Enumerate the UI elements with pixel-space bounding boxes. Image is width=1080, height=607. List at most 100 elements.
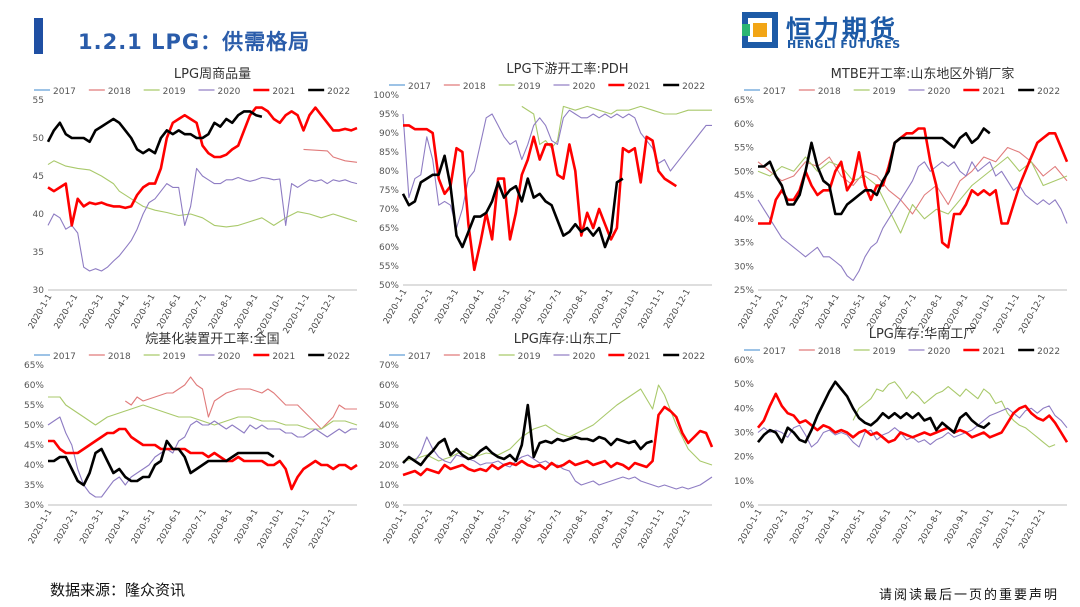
y-tick-label: 10%	[379, 481, 399, 491]
y-tick-label: 30%	[734, 429, 754, 439]
series-line-2022	[48, 439, 275, 487]
y-tick-label: 85%	[379, 148, 399, 158]
x-tick-label: 2020-6-1	[865, 508, 893, 546]
legend-label-2020: 2020	[573, 82, 596, 92]
y-tick-label: 90%	[379, 129, 399, 139]
series-line-2021	[47, 106, 358, 227]
y-tick-label: 60%	[734, 356, 754, 366]
legend-label-2018: 2018	[463, 82, 486, 92]
y-tick-label: 55%	[734, 144, 754, 154]
series-line-2022	[46, 110, 263, 155]
legend-label-2017: 2017	[408, 352, 431, 362]
x-tick-label: 2020-3-1	[433, 508, 461, 546]
legend-label-2021: 2021	[627, 352, 650, 362]
legend-label-2017: 2017	[53, 87, 76, 97]
chart-title: LPG周商品量	[174, 67, 251, 82]
x-tick-label: 2020-2-1	[407, 288, 435, 326]
legend-label-2020: 2020	[928, 87, 951, 97]
series-line-2019	[757, 156, 1068, 234]
chart-title: MTBE开工率:山东地区外销厂家	[831, 66, 1015, 82]
data-source-note: 数据来源：隆众资讯	[50, 581, 186, 599]
x-tick-label: 2020-12-1	[1017, 508, 1048, 551]
x-tick-label: 2020-8-1	[562, 508, 590, 546]
y-tick-label: 10%	[734, 477, 754, 487]
x-tick-label: 2020-9-1	[588, 288, 616, 326]
x-tick-label: 2020-4-1	[459, 508, 487, 546]
y-tick-label: 55	[33, 96, 44, 106]
y-tick-label: 50%	[379, 401, 399, 411]
legend-label-2022: 2022	[1037, 87, 1060, 97]
y-tick-label: 40%	[24, 461, 44, 471]
company-logo: 恒力期货 HENGLI FUTURES	[742, 10, 922, 52]
x-tick-label: 2020-12-1	[662, 508, 693, 551]
legend-label-2017: 2017	[408, 82, 431, 92]
legend-label-2018: 2018	[818, 87, 841, 97]
x-tick-label: 2020-8-1	[207, 508, 235, 546]
chart-title: LPG库存:华南工厂	[869, 326, 977, 342]
y-tick-label: 50%	[24, 421, 44, 431]
x-tick-label: 2020-6-1	[510, 508, 538, 546]
series-line-2019	[48, 396, 358, 430]
series-line-2022	[401, 154, 624, 249]
logo-mark-icon	[742, 12, 778, 48]
series-line-2019	[402, 384, 713, 466]
chart-svg: LPG库存:华南工厂 2017 2018 2019 2020 2021 2022 0% 10% 2…	[734, 326, 1069, 551]
x-tick-label: 2020-9-1	[588, 508, 616, 546]
series-line-2019	[852, 381, 1056, 448]
chart-title: 烷基化装置开工率:全国	[145, 331, 279, 347]
legend-label-2021: 2021	[272, 352, 295, 362]
x-tick-label: 2020-4-1	[104, 508, 132, 546]
chart-svg: 烷基化装置开工率:全国 2017 2018 2019 2020 2021 2022 30% 35…	[24, 331, 358, 551]
chart-south-china-inventory: LPG库存:华南工厂 2017 2018 2019 2020 2021 2022 0% 10% 2…	[720, 320, 1075, 575]
series-line-2020	[402, 436, 713, 490]
series-line-2021	[48, 427, 358, 491]
legend-label-2019: 2019	[163, 352, 186, 362]
legend-label-2018: 2018	[463, 352, 486, 362]
legend-label-2017: 2017	[763, 347, 786, 357]
legend-label-2021: 2021	[627, 82, 650, 92]
legend-label-2021: 2021	[982, 347, 1005, 357]
chart-svg: LPG周商品量 2017 2018 2019 2020 2021 2022 30 35 40 45 5…	[27, 67, 358, 336]
series-line-2020	[47, 167, 358, 272]
series-line-2022	[402, 403, 654, 467]
series-line-2018	[303, 148, 358, 163]
legend-label-2022: 2022	[1037, 347, 1060, 357]
y-tick-label: 30%	[734, 262, 754, 272]
x-tick-label: 2020-6-1	[510, 288, 538, 326]
y-tick-label: 40%	[734, 404, 754, 414]
y-tick-label: 50	[33, 134, 45, 144]
y-tick-label: 60%	[24, 381, 44, 391]
legend-label-2019: 2019	[518, 352, 541, 362]
title-accent-bar	[34, 18, 43, 54]
x-tick-label: 2020-5-1	[130, 508, 158, 546]
y-tick-label: 40	[33, 210, 45, 220]
y-tick-label: 40%	[379, 421, 399, 431]
legend-label-2019: 2019	[163, 87, 186, 97]
x-tick-label: 2020-2-1	[407, 508, 435, 546]
series-line-2021	[758, 127, 1069, 249]
y-tick-label: 100%	[373, 91, 399, 101]
chart-pdh-utilization: LPG下游开工率:PDH 2017 2018 2019 2020 2021 2022 50% 5…	[365, 55, 720, 355]
y-tick-label: 0%	[740, 501, 755, 511]
y-tick-label: 35%	[734, 239, 754, 249]
legend-label-2018: 2018	[818, 347, 841, 357]
y-tick-label: 40%	[734, 215, 754, 225]
y-tick-label: 95%	[379, 110, 399, 120]
legend-label-2019: 2019	[873, 87, 896, 97]
x-tick-label: 2020-1-1	[737, 508, 765, 546]
y-tick-label: 50%	[734, 380, 754, 390]
legend-label-2018: 2018	[108, 87, 131, 97]
disclaimer-note: 请阅读最后一页的重要声明	[879, 588, 1060, 603]
x-tick-label: 2020-8-1	[917, 508, 945, 546]
x-tick-label: 2020-9-1	[943, 508, 971, 546]
x-tick-label: 2020-4-1	[459, 288, 487, 326]
chart-svg: LPG下游开工率:PDH 2017 2018 2019 2020 2021 2022 50% 5…	[373, 61, 712, 331]
y-tick-label: 50%	[379, 281, 399, 291]
legend-label-2022: 2022	[682, 352, 705, 362]
legend-label-2020: 2020	[218, 352, 241, 362]
x-tick-label: 2020-7-1	[181, 508, 209, 546]
chart-mtbe-utilization: MTBE开工率:山东地区外销厂家 2017 2018 2019 2020 2021 2022…	[720, 60, 1075, 360]
legend-label-2020: 2020	[218, 87, 241, 97]
x-tick-label: 2020-3-1	[788, 508, 816, 546]
x-tick-label: 2020-7-1	[536, 288, 564, 326]
